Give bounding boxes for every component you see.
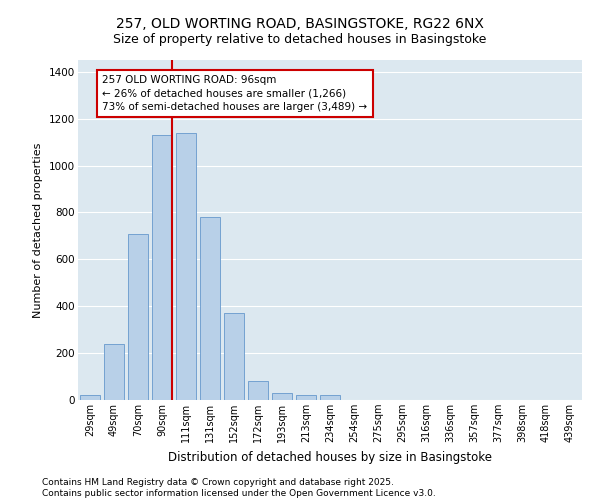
- Bar: [248, 381, 268, 400]
- Y-axis label: Number of detached properties: Number of detached properties: [34, 142, 43, 318]
- Bar: [104, 344, 124, 400]
- Bar: [176, 132, 196, 400]
- Bar: [320, 396, 340, 400]
- Bar: [128, 234, 148, 400]
- Bar: [80, 396, 100, 400]
- Bar: [200, 217, 220, 400]
- Text: Contains HM Land Registry data © Crown copyright and database right 2025.
Contai: Contains HM Land Registry data © Crown c…: [42, 478, 436, 498]
- Text: Size of property relative to detached houses in Basingstoke: Size of property relative to detached ho…: [113, 32, 487, 46]
- X-axis label: Distribution of detached houses by size in Basingstoke: Distribution of detached houses by size …: [168, 450, 492, 464]
- Bar: [272, 393, 292, 400]
- Bar: [152, 135, 172, 400]
- Text: 257 OLD WORTING ROAD: 96sqm
← 26% of detached houses are smaller (1,266)
73% of : 257 OLD WORTING ROAD: 96sqm ← 26% of det…: [103, 75, 368, 112]
- Bar: [296, 396, 316, 400]
- Bar: [224, 313, 244, 400]
- Text: 257, OLD WORTING ROAD, BASINGSTOKE, RG22 6NX: 257, OLD WORTING ROAD, BASINGSTOKE, RG22…: [116, 18, 484, 32]
